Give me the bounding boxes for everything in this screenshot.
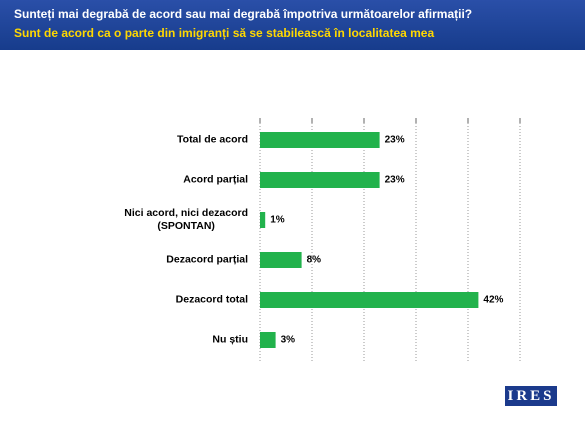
bar [260,332,276,348]
category-label: Nici acord, nici dezacord (SPONTAN) [124,207,248,232]
bar [260,252,302,268]
value-label: 3% [281,335,296,346]
category-label: Dezacord total [175,293,248,306]
bar [260,292,479,308]
bar [260,132,380,148]
bar [260,212,266,228]
bar [260,172,380,188]
value-label: 42% [483,295,503,306]
category-label: Acord parțial [183,173,248,186]
category-label: Nu știu [212,333,248,346]
value-label: 23% [385,175,405,186]
chart-subtitle: Sunt de acord ca o parte din imigranți s… [14,26,435,40]
category-label: Dezacord parțial [166,253,248,266]
value-label: 8% [307,255,322,266]
value-label: 23% [385,135,405,146]
chart-title: Sunteți mai degrabă de acord sau mai deg… [14,7,473,21]
value-label: 1% [270,215,285,226]
category-label: Total de acord [177,133,248,146]
logo: IRES [505,386,557,406]
header-band: Sunteți mai degrabă de acord sau mai deg… [0,0,585,50]
